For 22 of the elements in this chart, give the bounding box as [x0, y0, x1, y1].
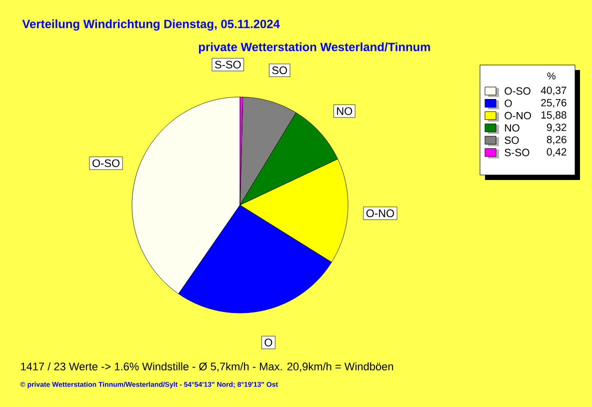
data-label: 8,26 [546, 136, 566, 145]
data-label: 15,88 [541, 111, 566, 120]
slice-label: O [264, 338, 272, 346]
legend-label: O-SO [504, 87, 530, 95]
slice-label: O-SO [92, 159, 120, 168]
legend-label: O [504, 100, 512, 108]
data-label: 25,76 [541, 98, 566, 108]
slice-label: O-NO [366, 209, 394, 218]
legend-label: O-NO [504, 112, 532, 120]
legend-label: NO [505, 124, 520, 132]
slice-label: SO [272, 66, 287, 74]
legend-label: S-SO [504, 148, 530, 156]
text: 1417 / 23 Werte -> 1.6% Windstille - Ø 5,7km/h - Max. 20,9km/h = Windböen [21, 362, 394, 372]
slice-label: NO [337, 107, 352, 115]
chart-subtitle: private Wetterstation Westerland/Tinnum [198, 42, 430, 54]
chart-title: Verteilung Windrichtung Dienstag, 05.11.2024 [22, 19, 280, 31]
legend-label: SO [504, 136, 519, 144]
data-label: 40,37 [540, 86, 566, 96]
slice-label: S-SO [215, 60, 241, 68]
data-label: 9,32 [546, 124, 566, 132]
data-label: 0,42 [546, 148, 566, 157]
legend-title: % [547, 72, 556, 80]
